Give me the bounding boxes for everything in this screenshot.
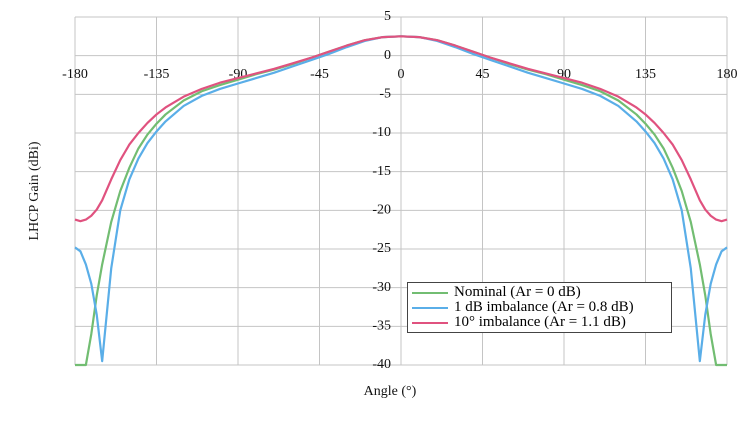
y-tick-label: -40 <box>372 357 391 372</box>
legend-item: Nominal (Ar = 0 dB) <box>408 285 671 300</box>
x-tick-label: -45 <box>310 67 329 82</box>
x-tick-label: -180 <box>62 67 88 82</box>
x-tick-label: 0 <box>398 67 405 82</box>
y-tick-label: 5 <box>384 9 391 24</box>
legend-label: Nominal (Ar = 0 dB) <box>454 284 581 300</box>
legend-label: 10° imbalance (Ar = 1.1 dB) <box>454 314 626 330</box>
legend-swatch <box>412 322 448 324</box>
y-tick-label: -5 <box>379 87 391 102</box>
y-tick-label: -25 <box>372 241 391 256</box>
x-tick-label: -135 <box>144 67 170 82</box>
x-tick-label: 180 <box>717 67 738 82</box>
x-tick-label: 135 <box>635 67 656 82</box>
legend-label: 1 dB imbalance (Ar = 0.8 dB) <box>454 299 634 315</box>
x-tick-label: 45 <box>476 67 490 82</box>
legend-item: 1 dB imbalance (Ar = 0.8 dB) <box>408 300 671 315</box>
x-axis-label: Angle (°) <box>364 384 417 399</box>
series-line <box>74 35 728 223</box>
y-tick-label: -30 <box>372 280 391 295</box>
legend: Nominal (Ar = 0 dB) 1 dB imbalance (Ar = … <box>407 282 672 333</box>
y-tick-label: 0 <box>384 48 391 63</box>
legend-swatch <box>412 292 448 294</box>
y-axis-label: LHCP Gain (dBi) <box>27 141 42 240</box>
legend-item: 10° imbalance (Ar = 1.1 dB) <box>408 315 671 330</box>
legend-swatch <box>412 307 448 309</box>
y-tick-label: -35 <box>372 319 391 334</box>
y-tick-label: -15 <box>372 164 391 179</box>
y-tick-label: -20 <box>372 203 391 218</box>
y-tick-label: -10 <box>372 125 391 140</box>
